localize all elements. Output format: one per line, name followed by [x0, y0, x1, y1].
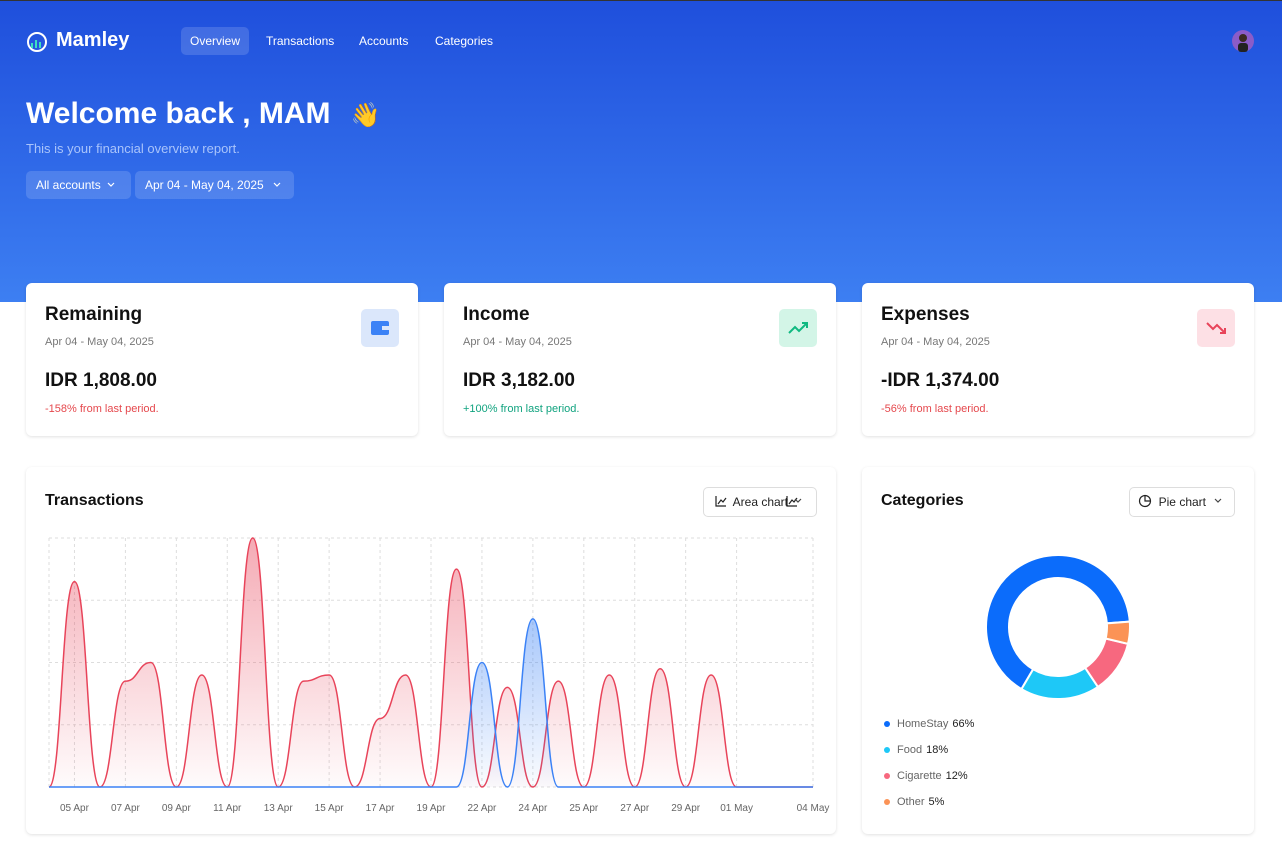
toggle-label: Pie chart [1158, 495, 1206, 509]
chevron [107, 182, 115, 187]
legend-swatch [884, 747, 890, 754]
toggle-icon [1138, 494, 1152, 508]
legend-label: Food [897, 744, 923, 756]
welcome-title: Welcome back , MAM 👋 [26, 97, 381, 131]
avatar[interactable] [1231, 29, 1255, 53]
legend-item: Other 5% [884, 796, 944, 808]
filter-dropdown[interactable]: All accounts [26, 171, 131, 199]
chevron [794, 498, 802, 503]
filter-label: Apr 04 - May 04, 2025 [145, 178, 264, 192]
nav-link[interactable]: Transactions [266, 34, 335, 48]
legend-value: 12% [945, 770, 968, 782]
x-tick-label: 19 Apr [417, 803, 447, 814]
card-title: Expenses [881, 304, 970, 325]
chevron [273, 182, 281, 187]
legend-swatch [884, 799, 890, 806]
trend-up-icon [779, 309, 817, 347]
area-line [48, 618, 813, 788]
x-tick-label: 22 Apr [467, 803, 497, 814]
card-amount: IDR 3,182.00 [463, 370, 575, 391]
hero [0, 0, 1282, 302]
legend-value: 66% [952, 718, 975, 730]
nav-link[interactable]: Categories [435, 34, 494, 48]
x-tick-label: 17 Apr [366, 803, 396, 814]
card-title: Remaining [45, 304, 143, 325]
legend-label: Cigarette [897, 770, 942, 782]
legend-value: 18% [926, 744, 949, 756]
toggle-icon [715, 496, 727, 507]
area-line [48, 537, 813, 788]
x-tick-label: 25 Apr [569, 803, 599, 814]
panel-title: Transactions [45, 492, 144, 509]
wallet-icon [361, 309, 399, 347]
toggle-label: Area chart [732, 495, 788, 509]
nav-link[interactable]: Accounts [359, 34, 409, 48]
legend-swatch [884, 773, 890, 780]
summary-card: Remaining Apr 04 - May 04, 2025 IDR 1,80… [26, 283, 418, 436]
donut-chart [985, 554, 1131, 700]
panel-title: Categories [881, 492, 964, 509]
chart-type-toggle[interactable]: Pie chart [1128, 487, 1235, 517]
card-change: -56% from last period. [881, 403, 989, 415]
subtitle: This is your financial overview report. [26, 141, 240, 156]
trend-down-icon [1197, 309, 1235, 347]
filter-label: All accounts [36, 178, 101, 192]
x-tick-label: 07 Apr [111, 803, 141, 814]
card-amount: -IDR 1,374.00 [881, 370, 1000, 391]
area-fill [49, 538, 813, 787]
donut-slice [1020, 666, 1100, 700]
card-change: +100% from last period. [463, 403, 580, 415]
donut-slice [985, 554, 1131, 691]
legend-item: Food 18% [884, 744, 948, 756]
card-amount: IDR 1,808.00 [45, 370, 157, 391]
card-title: Income [463, 304, 530, 325]
nav-link[interactable]: Overview [181, 27, 250, 55]
card-period: Apr 04 - May 04, 2025 [463, 336, 572, 348]
title-text: Welcome back , MAM [26, 97, 331, 130]
x-tick-label: 15 Apr [315, 803, 345, 814]
x-tick-label: 29 Apr [671, 803, 701, 814]
x-tick-label: 04 May [797, 803, 830, 814]
card-period: Apr 04 - May 04, 2025 [45, 336, 154, 348]
summary-card: Expenses Apr 04 - May 04, 2025 -IDR 1,37… [862, 283, 1254, 436]
legend-value: 5% [928, 796, 945, 808]
legend-label: Other [897, 796, 925, 808]
donut-slice [1104, 620, 1131, 646]
chevron [1214, 498, 1222, 503]
legend-label: HomeStay [897, 718, 949, 730]
card-change: -158% from last period. [45, 403, 159, 415]
x-tick-label: 09 Apr [162, 803, 192, 814]
summary-card: Income Apr 04 - May 04, 2025 IDR 3,182.0… [444, 283, 836, 436]
logo-icon [27, 32, 47, 52]
x-tick-label: 05 Apr [60, 803, 90, 814]
x-tick-label: 11 Apr [213, 803, 242, 814]
area-chart: 05 Apr 07 Apr 09 Apr 11 Apr 13 Apr 15 Apr 17 A… [48, 537, 830, 814]
chart-type-toggle[interactable]: Area chart [702, 487, 817, 517]
legend-item: Cigarette 12% [884, 770, 968, 782]
legend-item: HomeStay 66% [884, 718, 974, 730]
brand[interactable]: Mamley [56, 29, 130, 51]
categories-panel: Categories Pie chart HomeStay 66% Food 18% C… [862, 467, 1254, 834]
card-period: Apr 04 - May 04, 2025 [881, 336, 990, 348]
x-tick-label: 27 Apr [620, 803, 650, 814]
x-tick-label: 01 May [720, 803, 753, 814]
filter-dropdown[interactable]: Apr 04 - May 04, 2025 [135, 171, 294, 199]
emoji: 👋 [350, 102, 381, 129]
x-tick-label: 13 Apr [264, 803, 294, 814]
x-tick-label: 24 Apr [518, 803, 548, 814]
legend-swatch [884, 721, 890, 728]
